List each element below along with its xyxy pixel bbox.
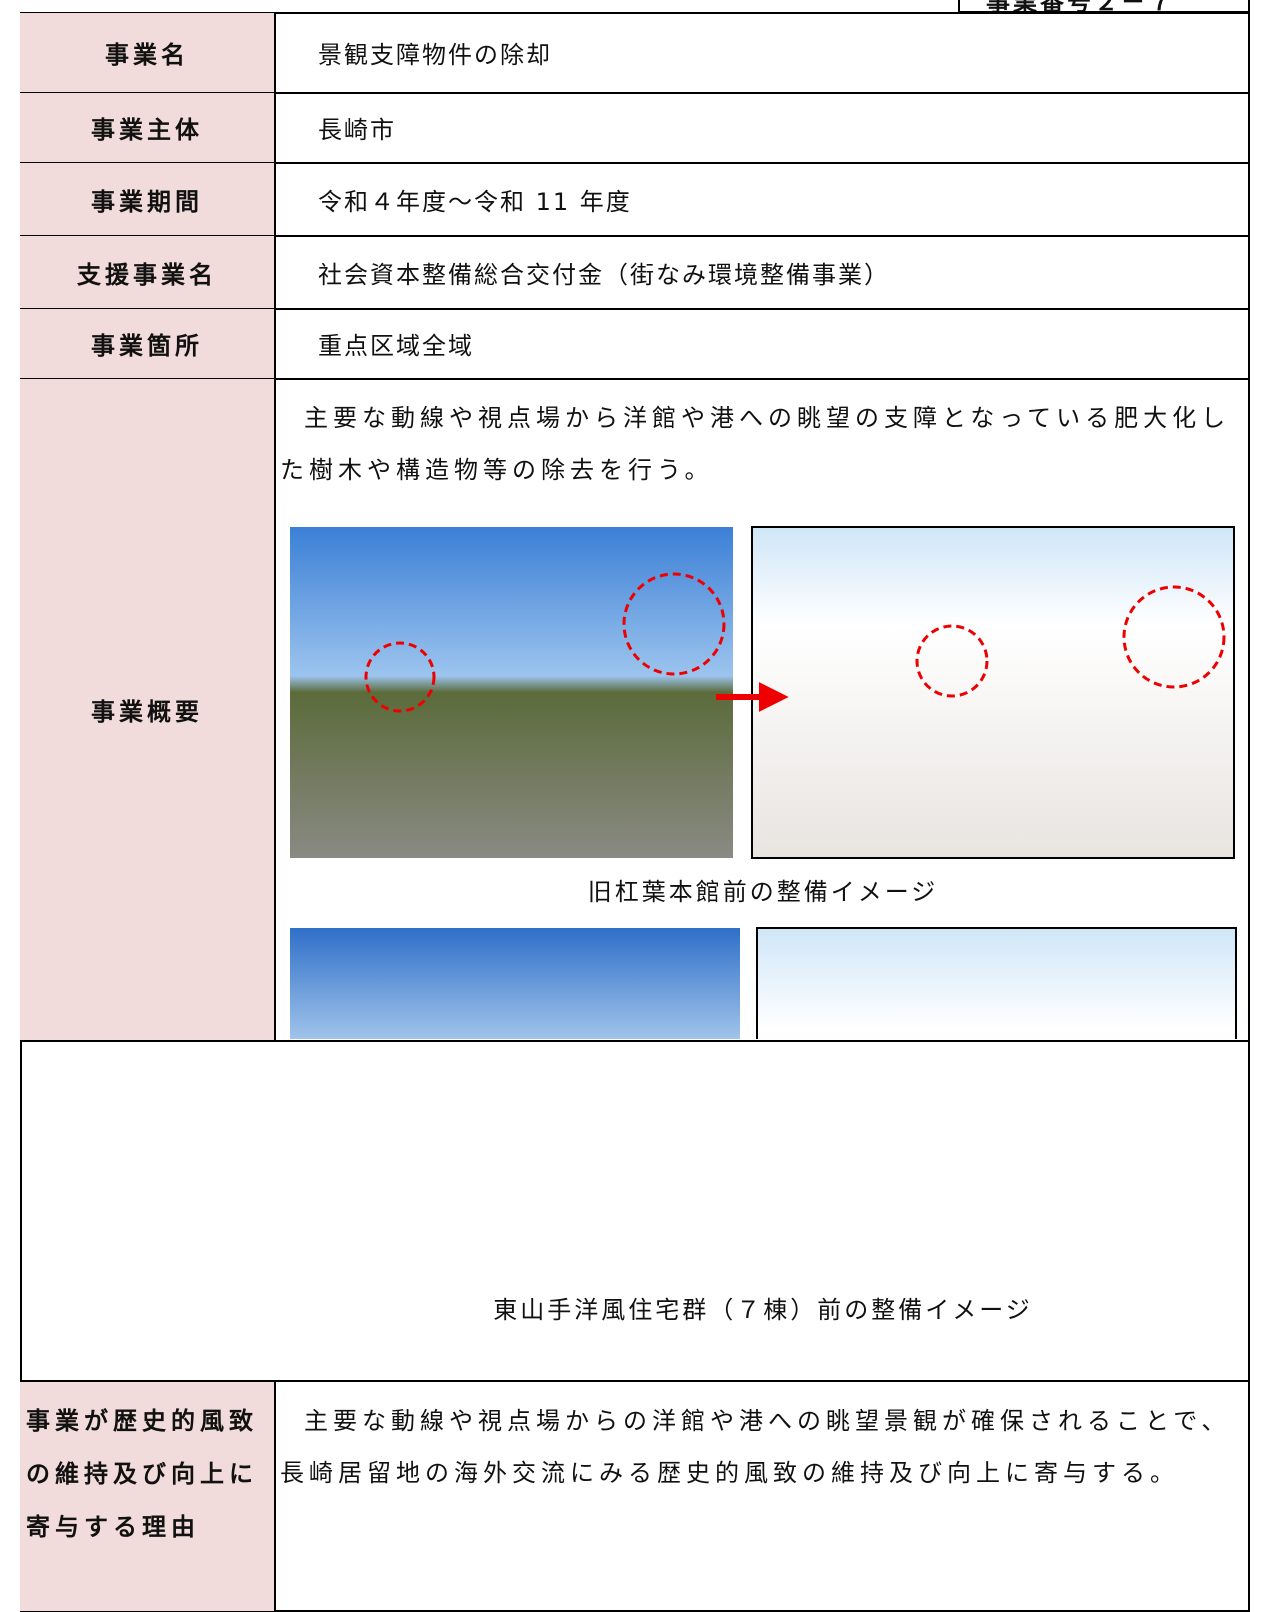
- rule: [20, 378, 1250, 380]
- rule: [20, 92, 1250, 94]
- paragraph: 主要な動線や視点場から洋館や港への眺望の支障となっている肥大化した樹木や構造物等…: [280, 404, 1231, 484]
- marker: [622, 572, 726, 676]
- cell: 長崎市: [318, 116, 396, 144]
- photo: [290, 928, 740, 1039]
- cell: 社会資本整備総合交付金（街なみ環境整備事業）: [318, 260, 890, 289]
- arrow: [716, 682, 789, 712]
- label: 事業名: [20, 13, 276, 92]
- label: 支援事業名: [20, 236, 276, 308]
- rule: [20, 235, 1250, 237]
- project-number: 事業番号２－７: [986, 0, 1175, 11]
- figures: [290, 526, 1237, 1039]
- label: 事業概要: [20, 379, 276, 1040]
- photo: [290, 527, 733, 858]
- caption: 旧杠葉本館前の整備イメージ: [587, 878, 939, 906]
- label: 事業主体: [20, 93, 276, 162]
- cell: 令和４年度～令和 11 年度: [318, 187, 632, 216]
- label: 事業期間: [20, 163, 276, 235]
- sketch: [756, 927, 1237, 1039]
- label: 事業箇所: [20, 309, 276, 378]
- label: 事業が歴史的風致 の維持及び向上に 寄与する理由: [20, 1381, 276, 1611]
- rule: [20, 1040, 1250, 1042]
- caption: 東山手洋風住宅群（７棟）前の整備イメージ: [493, 1296, 1033, 1324]
- cell: 重点区域全域: [318, 332, 474, 360]
- label-line: の維持及び向上に: [26, 1460, 258, 1488]
- sketch: [751, 526, 1235, 859]
- label-line: 寄与する理由: [26, 1513, 200, 1541]
- marker: [1122, 585, 1226, 689]
- label-line: 事業が歴史的風致: [26, 1407, 258, 1435]
- rule: [20, 1380, 1250, 1382]
- cell: 景観支障物件の除却: [318, 41, 552, 69]
- marker: [915, 624, 989, 698]
- rule: [20, 308, 1250, 310]
- paragraph: 主要な動線や視点場からの洋館や港への眺望景観が確保されることで、長崎居留地の海外…: [280, 1407, 1231, 1487]
- rule: [20, 162, 1250, 164]
- marker: [364, 641, 436, 713]
